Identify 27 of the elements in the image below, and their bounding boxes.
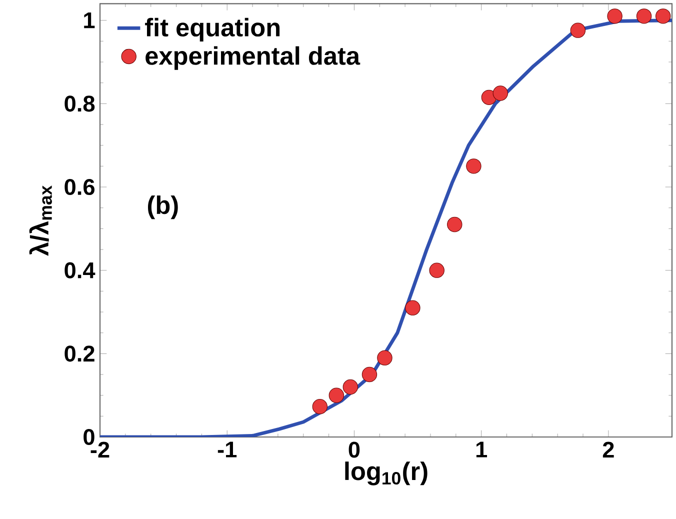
point — [636, 8, 652, 24]
point — [377, 350, 392, 366]
y-tick-label: 0.4 — [64, 262, 96, 278]
point — [466, 158, 482, 174]
point — [607, 8, 622, 24]
x-tick-label: 1 — [476, 442, 488, 458]
legend-label: experimental data — [146, 46, 360, 70]
y-tick-label: 0.8 — [64, 96, 95, 112]
y-tick-label: 0.6 — [64, 178, 94, 196]
annotation: (b) — [148, 196, 178, 220]
point — [328, 388, 344, 403]
point — [570, 22, 586, 38]
y-tick-label: 1 — [84, 12, 95, 28]
y-tick-label: 0.2 — [64, 346, 94, 362]
point — [312, 398, 328, 414]
legend-label: fit equation — [145, 18, 280, 42]
point — [492, 86, 508, 101]
x-axis-title: log$_{10}$(r) — [345, 462, 428, 486]
x-tick-label: 0 — [348, 442, 360, 458]
point — [405, 300, 420, 316]
point — [429, 262, 444, 278]
x-tick-label: 2 — [602, 442, 614, 458]
x-tick-label: -1 — [218, 442, 237, 458]
point — [447, 216, 462, 232]
point — [342, 379, 358, 395]
y-axis-title: λ/λ$_{max}$ — [29, 185, 52, 256]
point — [362, 366, 378, 382]
